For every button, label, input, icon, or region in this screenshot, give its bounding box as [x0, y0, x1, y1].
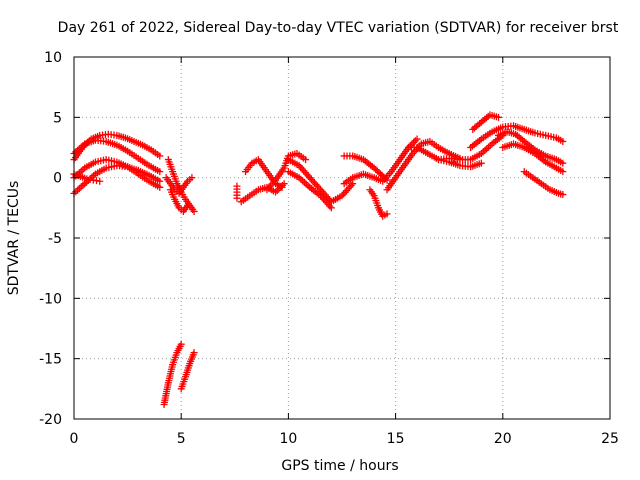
data-point [559, 191, 567, 199]
data-point [190, 349, 198, 357]
data-point [156, 152, 164, 160]
chart-title: Day 261 of 2022, Sidereal Day-to-day VTE… [58, 20, 619, 36]
y-axis: -20 -15 -10 -5 0 5 10 [39, 50, 610, 428]
data-point [177, 340, 185, 348]
data-point [302, 156, 310, 164]
y-tick-label: -10 [39, 291, 62, 307]
data-point [280, 180, 288, 188]
x-axis-label: GPS time / hours [281, 458, 398, 474]
data-point [383, 210, 391, 218]
data-point [477, 159, 485, 167]
data-point [370, 164, 378, 172]
data-point [327, 204, 335, 212]
series-arc-2 [70, 136, 164, 176]
y-tick-label: -20 [39, 412, 62, 428]
data-point [190, 207, 198, 215]
series-arc-27 [520, 168, 567, 199]
x-axis: 0 5 10 15 20 25 [70, 57, 619, 447]
series-arc-15 [284, 156, 357, 206]
y-axis-label: SDTVAR / TECUs [6, 181, 22, 296]
series-layer [70, 111, 567, 409]
y-tick-label: -5 [48, 231, 62, 247]
x-tick-label: 15 [387, 431, 405, 447]
data-point [380, 173, 388, 181]
series-arc-24 [469, 111, 503, 133]
series-arc-18 [340, 152, 391, 184]
data-point [349, 180, 357, 188]
grid [74, 57, 610, 419]
y-tick-label: -15 [39, 352, 62, 368]
data-point [378, 172, 386, 180]
data-point [375, 169, 383, 177]
data-point [559, 159, 567, 167]
data-point [372, 166, 380, 174]
data-point [559, 137, 567, 145]
data-point [495, 113, 503, 121]
series-arc-23 [467, 122, 567, 151]
series-arc-14 [263, 150, 310, 194]
x-tick-label: 10 [279, 431, 297, 447]
x-tick-label: 0 [70, 431, 79, 447]
x-tick-label: 25 [601, 431, 619, 447]
data-point [383, 176, 391, 184]
series-arc-4 [70, 162, 164, 197]
series-arc-19 [366, 186, 391, 220]
y-tick-label: 5 [53, 110, 62, 126]
data-point [559, 168, 567, 176]
data-point [381, 175, 389, 183]
data-point [156, 183, 164, 191]
data-point [233, 194, 241, 202]
data-point [373, 167, 381, 175]
data-point [156, 168, 164, 176]
data-point [156, 177, 164, 185]
series-arc-7 [166, 186, 192, 215]
y-tick-label: 10 [44, 50, 62, 66]
series-arc-16 [284, 168, 335, 212]
data-point [377, 170, 385, 178]
series-arc-26 [499, 140, 567, 176]
y-tick-label: 0 [53, 171, 62, 187]
x-tick-label: 5 [177, 431, 186, 447]
series-arc-8 [162, 174, 196, 197]
data-point [184, 201, 192, 209]
series-arc-11 [233, 182, 241, 202]
series-arc-5 [70, 170, 104, 185]
data-point [413, 135, 421, 143]
series-arc-10 [177, 349, 198, 393]
series-arc-9 [160, 340, 185, 409]
data-point [188, 174, 196, 182]
x-tick-label: 20 [494, 431, 512, 447]
data-point [96, 177, 104, 185]
